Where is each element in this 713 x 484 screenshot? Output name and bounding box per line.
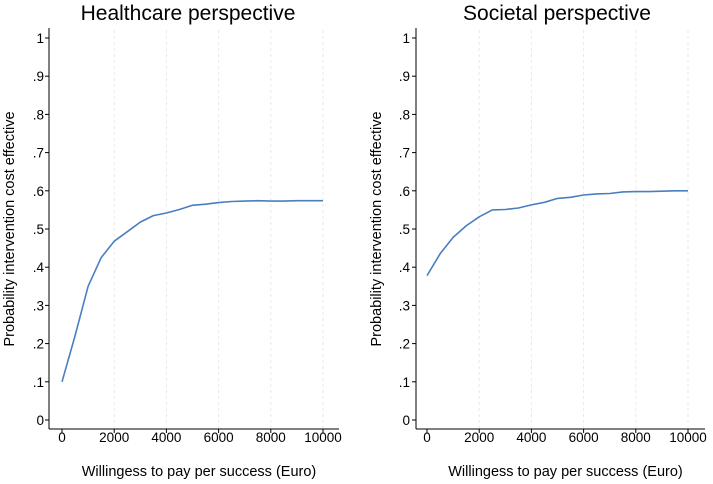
y-tick-label: .5 bbox=[33, 222, 44, 237]
chart-title: Healthcare perspective bbox=[81, 2, 296, 25]
y-tick-label: .6 bbox=[399, 184, 410, 199]
x-tick-label: 8000 bbox=[256, 430, 286, 445]
series-line bbox=[61, 199, 323, 383]
y-axis-label: Probability intervention cost effective bbox=[369, 111, 385, 346]
y-tick-label: .9 bbox=[399, 69, 410, 84]
x-tick-label: 0 bbox=[58, 430, 66, 445]
y-tick-label: .1 bbox=[399, 375, 410, 390]
y-tick-label: .7 bbox=[399, 146, 410, 161]
x-tick-label: 2000 bbox=[99, 430, 129, 445]
y-tick-label: .3 bbox=[33, 298, 44, 313]
y-tick-label: .6 bbox=[33, 184, 44, 199]
y-tick-label: .4 bbox=[399, 260, 411, 275]
x-tick-label: 2000 bbox=[464, 430, 494, 445]
y-tick-label: .7 bbox=[33, 146, 44, 161]
chart-title: Societal perspective bbox=[463, 2, 651, 25]
x-tick-label: 10000 bbox=[304, 430, 342, 445]
series-line bbox=[426, 190, 688, 277]
x-tick-label: 10000 bbox=[669, 430, 707, 445]
x-tick-label: 4000 bbox=[151, 430, 181, 445]
y-tick-label: .8 bbox=[33, 107, 44, 122]
y-tick-label: .1 bbox=[33, 375, 44, 390]
y-tick-label: .4 bbox=[33, 260, 45, 275]
x-axis-label: Willingess to pay per success (Euro) bbox=[448, 464, 683, 480]
healthcare-panel: 0 .1 .2 .3 .4 .5 .6 .7 .8 .9 1 0 2000 4000 6000 8000 100… bbox=[2, 2, 342, 480]
y-tick-label: .5 bbox=[399, 222, 410, 237]
y-tick-label: .2 bbox=[33, 337, 44, 352]
y-tick-label: .8 bbox=[399, 107, 410, 122]
x-tick-label: 4000 bbox=[516, 430, 546, 445]
x-tick-label: 6000 bbox=[204, 430, 234, 445]
x-tick-label: 8000 bbox=[621, 430, 651, 445]
societal-panel: 0 .1 .2 .3 .4 .5 .6 .7 .8 .9 1 0 2000 4000 6000 8000 100… bbox=[369, 2, 707, 480]
y-tick-label: .3 bbox=[399, 298, 410, 313]
y-tick-label: 0 bbox=[402, 413, 410, 428]
y-tick-label: .2 bbox=[399, 337, 410, 352]
y-tick-label: .9 bbox=[33, 69, 44, 84]
y-axis-label: Probability intervention cost effective bbox=[2, 111, 18, 346]
x-tick-label: 6000 bbox=[569, 430, 599, 445]
x-tick-label: 0 bbox=[423, 430, 431, 445]
x-axis-label: Willingess to pay per success (Euro) bbox=[82, 464, 317, 480]
y-tick-label: 1 bbox=[402, 31, 410, 46]
y-tick-label: 0 bbox=[36, 413, 44, 428]
y-tick-label: 1 bbox=[36, 31, 44, 46]
